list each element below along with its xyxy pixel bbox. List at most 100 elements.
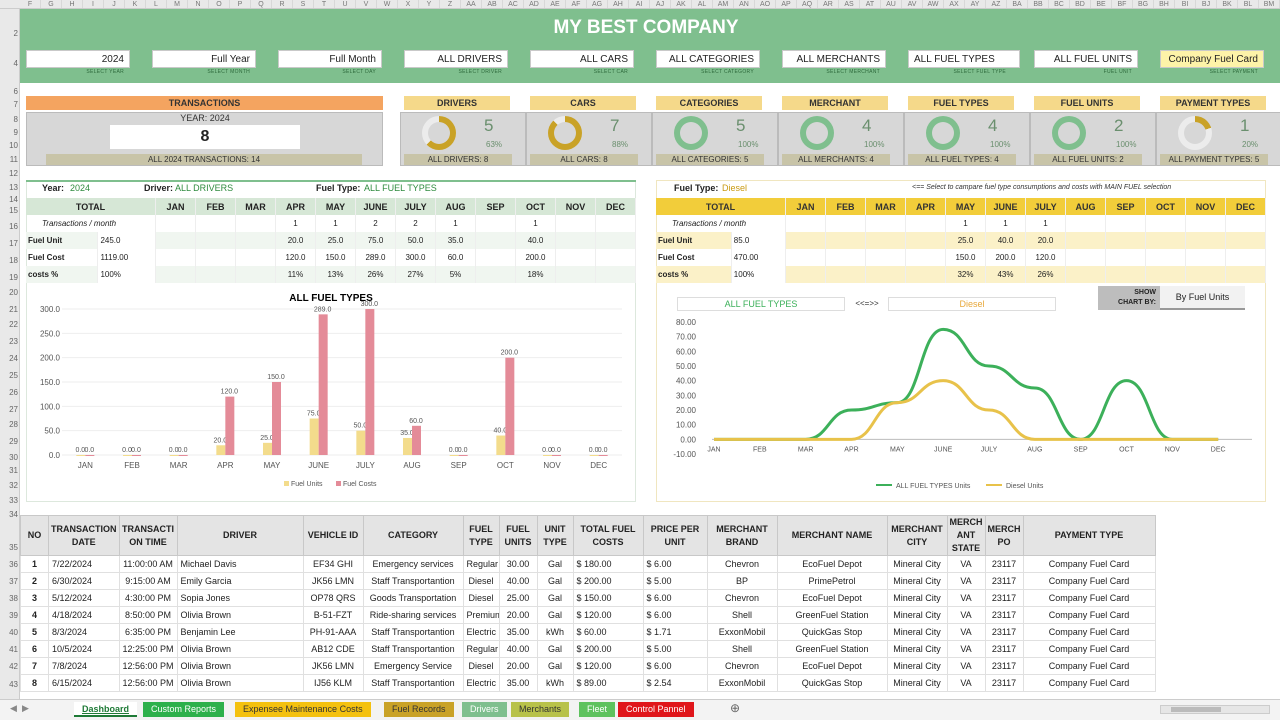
column-header[interactable]: AO [755, 0, 776, 8]
table-cell[interactable]: 4 [20, 606, 49, 624]
column-header[interactable]: V [356, 0, 377, 8]
table-cell[interactable]: VA [946, 606, 986, 624]
table-cell[interactable]: Mineral City [886, 606, 948, 624]
scrollbar-thumb[interactable] [1171, 707, 1221, 712]
table-cell[interactable]: Olivia Brown [176, 674, 304, 692]
row-header[interactable]: 42 [9, 662, 18, 671]
column-0-header[interactable]: NO [20, 515, 49, 556]
table-cell[interactable]: $ 180.00 [572, 555, 644, 573]
table-cell[interactable]: $ 120.00 [572, 606, 644, 624]
table-cell[interactable]: 12:56:00 PM [118, 657, 178, 675]
column-header[interactable]: BE [1091, 0, 1112, 8]
table-cell[interactable]: Company Fuel Card [1022, 606, 1156, 624]
filter-9[interactable]: Company Fuel Card [1160, 50, 1264, 68]
table-cell[interactable]: Olivia Brown [176, 657, 304, 675]
table-cell[interactable]: GreenFuel Station [776, 640, 888, 658]
sheet-tab[interactable]: Fleet [579, 702, 616, 717]
row-header[interactable]: 32 [9, 481, 18, 490]
filter-6[interactable]: ALL MERCHANTS [782, 50, 886, 68]
table-cell[interactable]: VA [946, 657, 986, 675]
table-cell[interactable]: Mineral City [886, 572, 948, 590]
table-cell[interactable]: $ 60.00 [572, 623, 644, 641]
table-cell[interactable]: Gal [536, 572, 574, 590]
table-cell[interactable]: 40.00 [498, 572, 538, 590]
table-cell[interactable]: Company Fuel Card [1022, 623, 1156, 641]
table-cell[interactable]: Emily Garcia [176, 572, 304, 590]
compare-right-field[interactable]: Diesel [888, 297, 1056, 311]
table-cell[interactable]: OP78 QRS [302, 589, 364, 607]
table-cell[interactable]: Diesel [462, 657, 500, 675]
table-cell[interactable]: 8 [20, 674, 49, 692]
table-cell[interactable]: Company Fuel Card [1022, 640, 1156, 658]
table-cell[interactable]: Emergency Service [362, 657, 464, 675]
table-cell[interactable]: $ 6.00 [642, 657, 708, 675]
table-cell[interactable]: 35.00 [498, 674, 538, 692]
table-cell[interactable]: $ 120.00 [572, 657, 644, 675]
column-header[interactable]: BF [1112, 0, 1133, 8]
column-header[interactable]: AK [671, 0, 692, 8]
table-cell[interactable]: 23117 [984, 572, 1024, 590]
table-cell[interactable]: 10/5/2024 [48, 640, 120, 658]
column-header[interactable]: AL [692, 0, 713, 8]
sheet-tab[interactable]: Fuel Records [384, 702, 454, 717]
table-cell[interactable]: Mineral City [886, 555, 948, 573]
column-header[interactable]: BJ [1196, 0, 1217, 8]
table-cell[interactable]: Chevron [706, 657, 778, 675]
table-cell[interactable]: 11:00:00 AM [118, 555, 178, 573]
column-header[interactable]: AA [461, 0, 482, 8]
table-cell[interactable]: $ 150.00 [572, 589, 644, 607]
row-header[interactable]: 19 [9, 273, 18, 282]
table-row[interactable]: 3 5/12/2024 4:30:00 PM Sopia Jones OP78 QRS G… [20, 589, 1156, 607]
column-14-header[interactable]: MERCH ANT STATE [946, 515, 986, 556]
table-cell[interactable]: B-51-FZT [302, 606, 364, 624]
table-cell[interactable]: PrimePetrol [776, 572, 888, 590]
row-header[interactable]: 39 [9, 611, 18, 620]
column-header[interactable]: N [188, 0, 209, 8]
table-cell[interactable]: 4/18/2024 [48, 606, 120, 624]
column-header[interactable]: AV [902, 0, 923, 8]
table-cell[interactable]: IJ56 KLM [302, 674, 364, 692]
table-cell[interactable]: 23117 [984, 674, 1024, 692]
table-cell[interactable]: 6/30/2024 [48, 572, 120, 590]
table-cell[interactable]: $ 200.00 [572, 640, 644, 658]
column-11-header[interactable]: MERCHANT BRAND [706, 515, 778, 556]
column-header[interactable]: AN [734, 0, 755, 8]
table-cell[interactable]: 20.00 [498, 657, 538, 675]
column-5-header[interactable]: CATEGORY [362, 515, 464, 556]
table-cell[interactable]: 23117 [984, 606, 1024, 624]
table-cell[interactable]: Sopia Jones [176, 589, 304, 607]
table-cell[interactable]: QuickGas Stop [776, 623, 888, 641]
table-cell[interactable]: Premium [462, 606, 500, 624]
horizontal-scrollbar[interactable] [1160, 705, 1270, 714]
table-cell[interactable]: 7/8/2024 [48, 657, 120, 675]
table-cell[interactable]: Staff Transportantion [362, 623, 464, 641]
sheet-tab[interactable]: Dashboard [74, 702, 138, 717]
table-cell[interactable]: 6/15/2024 [48, 674, 120, 692]
table-cell[interactable]: 6:35:00 PM [118, 623, 178, 641]
column-header[interactable]: BM [1259, 0, 1280, 8]
table-cell[interactable]: Shell [706, 606, 778, 624]
row-header[interactable]: 8 [13, 115, 18, 124]
table-cell[interactable]: Chevron [706, 589, 778, 607]
table-cell[interactable]: 2 [20, 572, 49, 590]
column-7-header[interactable]: FUEL UNITS [498, 515, 538, 556]
column-header[interactable]: U [335, 0, 356, 8]
row-header[interactable]: 14 [9, 195, 18, 204]
row-header[interactable]: 25 [9, 371, 18, 380]
table-cell[interactable]: 40.00 [498, 640, 538, 658]
table-cell[interactable]: Mineral City [886, 674, 948, 692]
row-header[interactable]: 18 [9, 256, 18, 265]
row-header[interactable]: 31 [9, 466, 18, 475]
row-header[interactable]: 38 [9, 594, 18, 603]
table-row[interactable]: 8 6/15/2024 12:56:00 PM Olivia Brown IJ56 KL… [20, 674, 1156, 692]
row-header[interactable]: 24 [9, 354, 18, 363]
filter-3[interactable]: ALL DRIVERS [404, 50, 508, 68]
table-cell[interactable]: Staff Transportantion [362, 640, 464, 658]
table-row[interactable]: 4 4/18/2024 8:50:00 PM Olivia Brown B-51-FZT… [20, 606, 1156, 624]
table-cell[interactable]: 4:30:00 PM [118, 589, 178, 607]
table-cell[interactable]: VA [946, 555, 986, 573]
table-cell[interactable]: VA [946, 623, 986, 641]
column-header[interactable]: BG [1133, 0, 1154, 8]
column-header[interactable]: R [272, 0, 293, 8]
row-header[interactable]: 21 [9, 305, 18, 314]
